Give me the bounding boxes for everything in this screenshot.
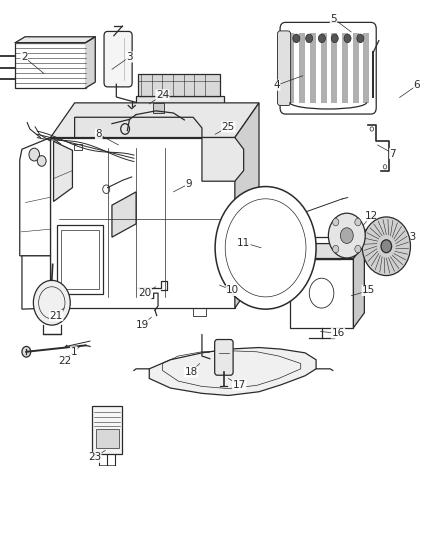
Text: 18: 18 (184, 367, 197, 377)
Circle shape (37, 156, 46, 166)
Bar (363, 33, 368, 103)
Bar (299, 33, 304, 103)
Circle shape (215, 187, 315, 309)
Circle shape (361, 217, 410, 276)
Polygon shape (15, 37, 95, 43)
Circle shape (292, 34, 299, 43)
Circle shape (332, 219, 338, 226)
Text: 21: 21 (49, 311, 63, 320)
Text: 7: 7 (389, 149, 396, 158)
Polygon shape (149, 348, 315, 395)
Text: 17: 17 (232, 380, 245, 390)
Bar (74, 144, 81, 150)
Text: 5: 5 (329, 14, 336, 23)
Text: 9: 9 (185, 179, 192, 189)
Bar (95, 429, 118, 448)
Bar (331, 33, 336, 103)
Circle shape (305, 34, 312, 43)
FancyBboxPatch shape (277, 31, 290, 106)
Bar (15, 43, 85, 88)
Bar (138, 74, 219, 96)
Circle shape (331, 34, 338, 43)
Text: 6: 6 (413, 80, 420, 90)
Text: 19: 19 (136, 320, 149, 330)
Polygon shape (85, 37, 95, 88)
Text: 16: 16 (331, 328, 344, 338)
Bar (320, 33, 326, 103)
Text: 23: 23 (88, 453, 101, 462)
Polygon shape (201, 138, 243, 181)
Circle shape (29, 148, 39, 161)
Circle shape (318, 34, 325, 43)
Polygon shape (112, 192, 136, 237)
Text: 3: 3 (126, 52, 133, 62)
Text: 25: 25 (221, 122, 234, 132)
Bar (92, 406, 122, 454)
Text: 1: 1 (70, 347, 77, 357)
Bar (289, 259, 353, 328)
Circle shape (328, 213, 364, 258)
Text: 10: 10 (226, 286, 239, 295)
Bar (61, 230, 99, 289)
Circle shape (343, 34, 350, 43)
Text: 24: 24 (155, 90, 169, 100)
Bar (57, 225, 103, 294)
Bar (341, 33, 347, 103)
Polygon shape (20, 138, 50, 256)
Circle shape (380, 240, 391, 253)
Circle shape (339, 228, 353, 244)
Text: 2: 2 (21, 52, 28, 62)
Circle shape (332, 245, 338, 253)
Polygon shape (289, 244, 364, 259)
Polygon shape (50, 103, 258, 138)
FancyBboxPatch shape (214, 340, 233, 375)
Polygon shape (234, 103, 258, 308)
Text: 20: 20 (138, 288, 151, 298)
Bar (309, 33, 315, 103)
Circle shape (22, 346, 31, 357)
Bar (352, 33, 358, 103)
Text: 11: 11 (237, 238, 250, 247)
Circle shape (33, 280, 70, 325)
Polygon shape (74, 117, 201, 138)
Bar (152, 103, 163, 113)
Text: 22: 22 (58, 357, 71, 366)
Polygon shape (353, 244, 364, 328)
Polygon shape (136, 96, 223, 108)
Text: 13: 13 (403, 232, 416, 242)
Circle shape (356, 34, 363, 43)
Circle shape (354, 245, 360, 253)
Text: 4: 4 (272, 80, 279, 90)
FancyBboxPatch shape (104, 31, 132, 87)
FancyBboxPatch shape (279, 22, 375, 114)
Text: 8: 8 (95, 130, 102, 139)
Circle shape (354, 219, 360, 226)
Bar (288, 33, 294, 103)
Text: 15: 15 (361, 286, 374, 295)
Text: 12: 12 (364, 211, 377, 221)
Polygon shape (53, 141, 72, 201)
Polygon shape (22, 256, 50, 309)
Bar (50, 138, 234, 308)
